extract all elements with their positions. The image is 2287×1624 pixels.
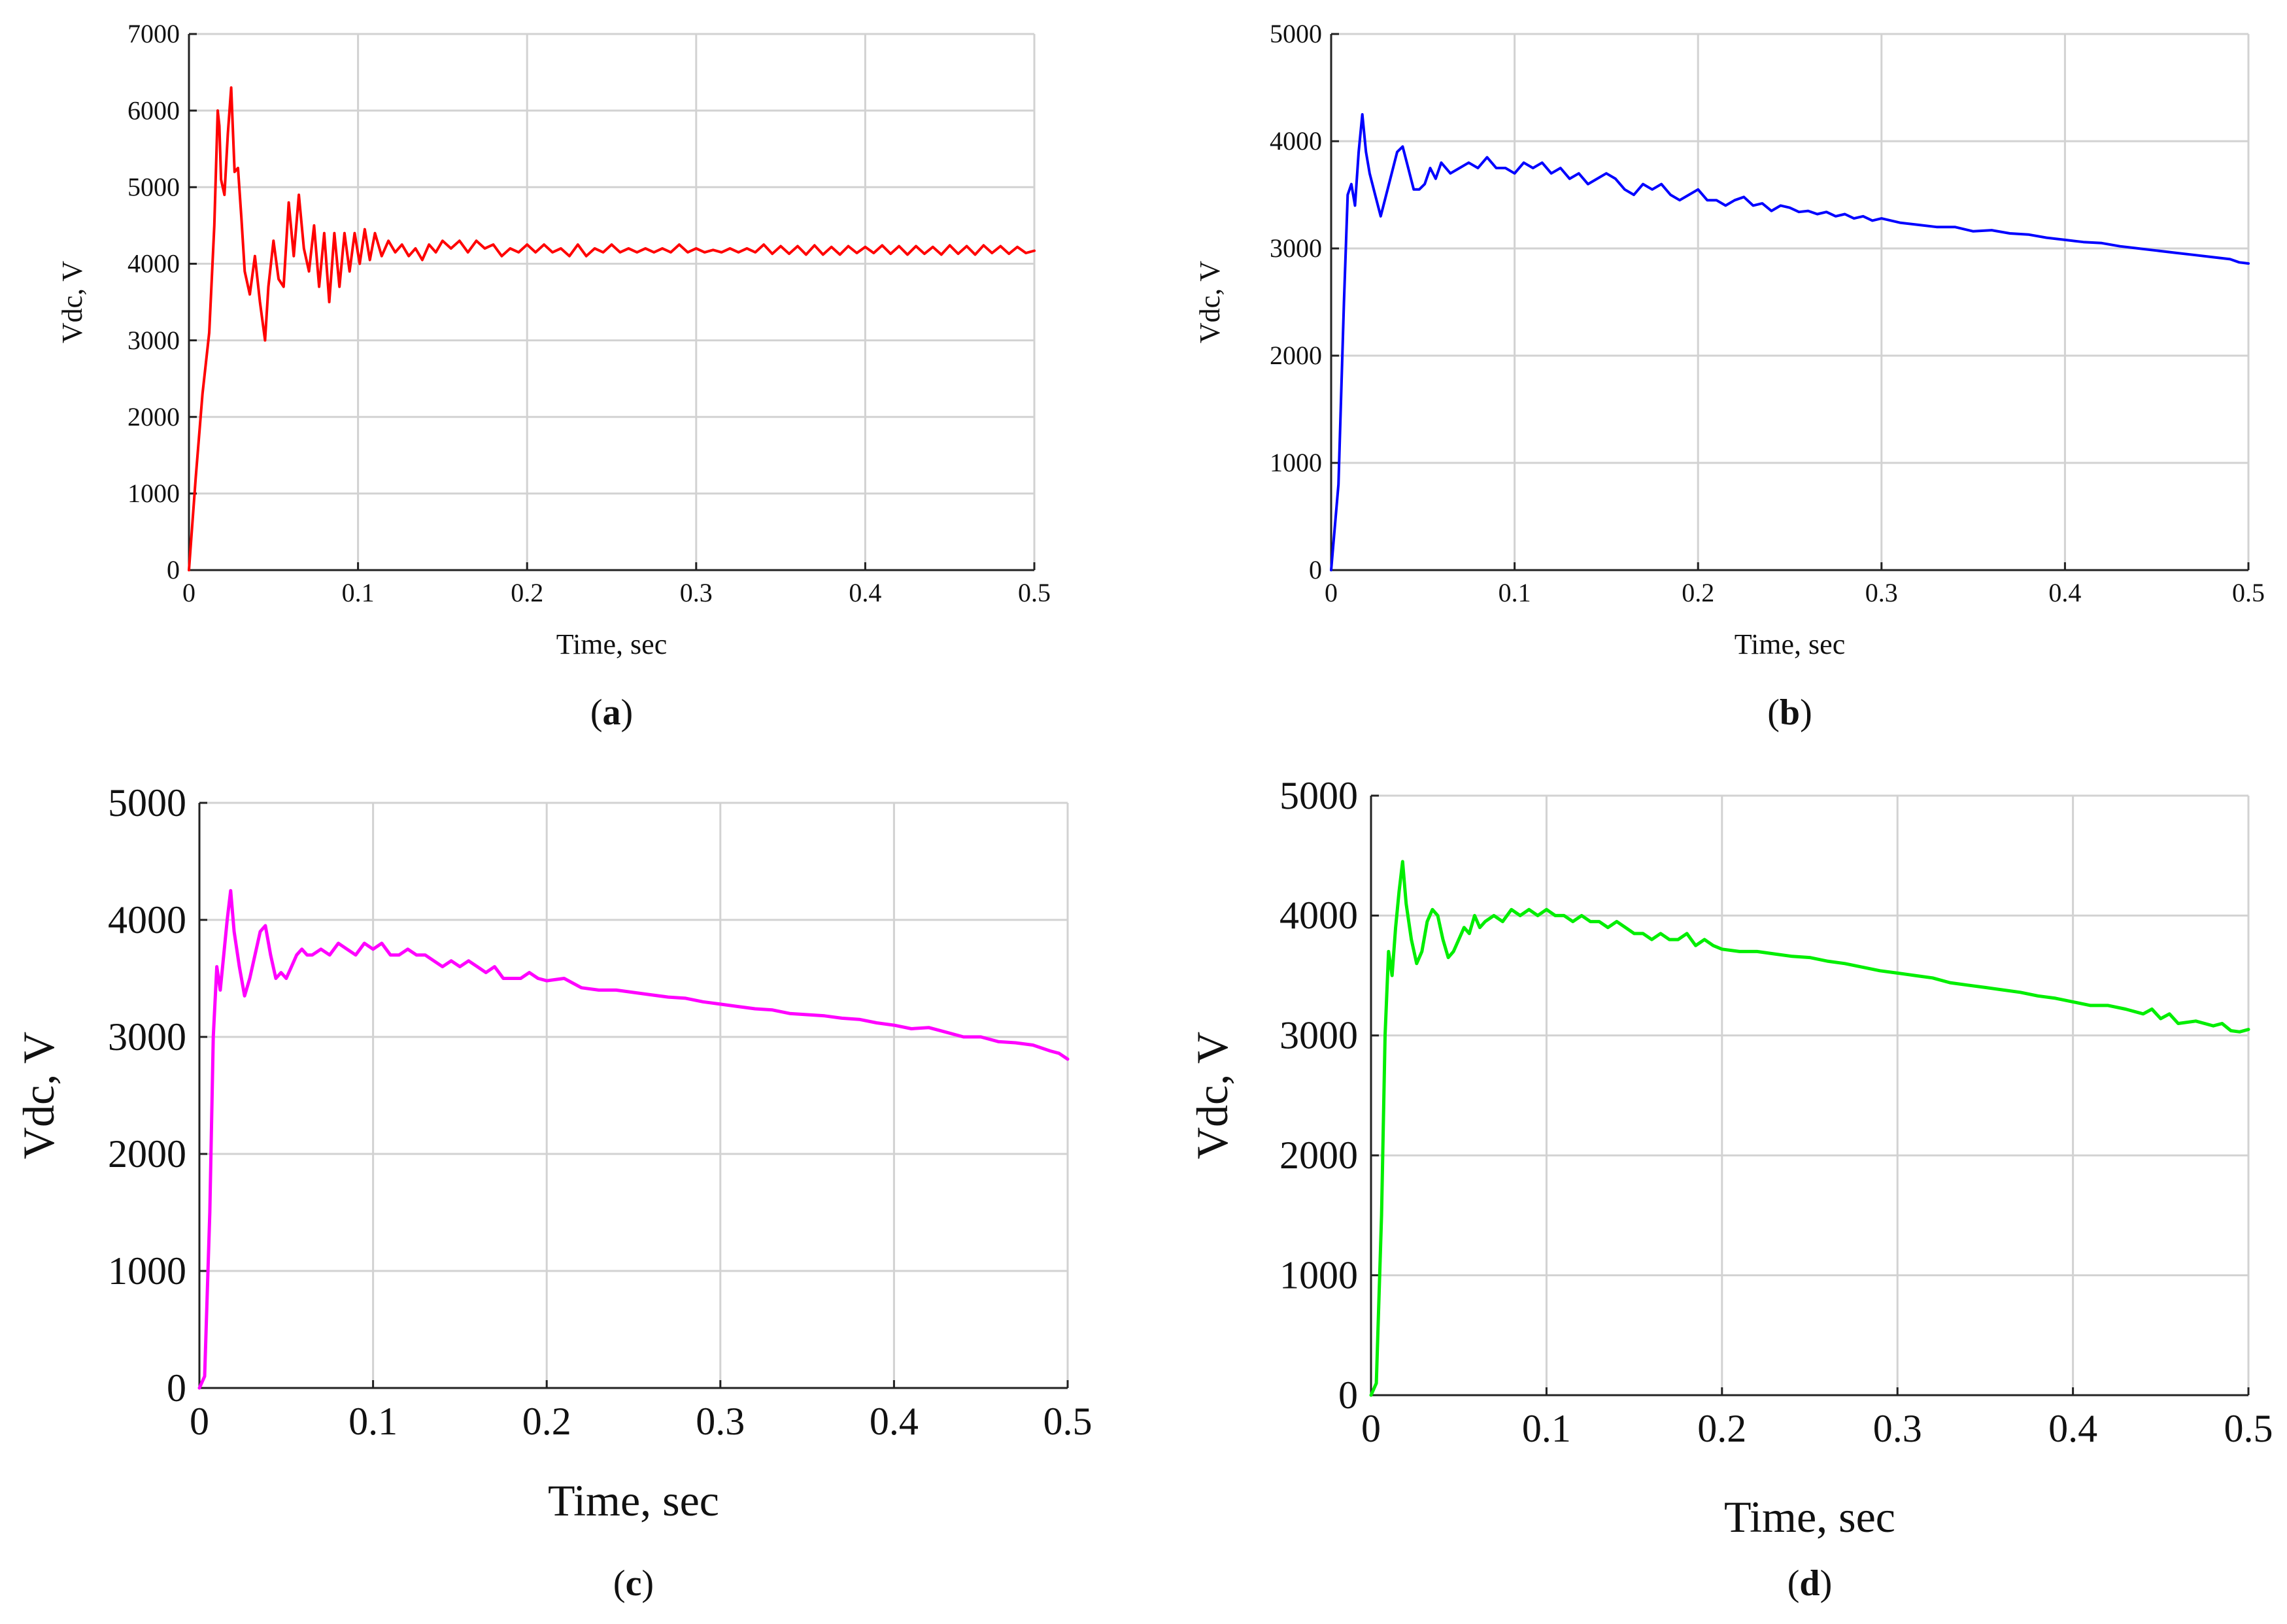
x-tick-label: 0 — [1361, 1407, 1381, 1450]
series-line-vdc — [1369, 860, 2250, 1397]
x-tick-label: 0.2 — [1682, 578, 1714, 607]
panel-label: (c) — [613, 1563, 654, 1604]
panel-label: (b) — [1767, 692, 1812, 733]
y-tick-label: 0 — [167, 555, 180, 584]
panel-label-close-paren: ) — [641, 1563, 654, 1604]
x-tick-label: 0.3 — [680, 578, 713, 607]
series-line-vdc — [197, 888, 1070, 1390]
x-tick-label: 0.3 — [1873, 1407, 1922, 1450]
y-tick-label: 1000 — [1270, 448, 1322, 477]
x-tick-label: 0.5 — [1043, 1400, 1093, 1443]
panel-label-close-paren: ) — [1820, 1563, 1833, 1604]
panel-label-open-paren: ( — [590, 692, 603, 733]
y-tick-label: 5000 — [108, 781, 186, 824]
panel-label-letter: a — [603, 692, 621, 733]
series-line-vdc — [1330, 113, 2250, 571]
panel-label-letter: b — [1780, 692, 1800, 733]
y-tick-label: 4000 — [127, 249, 180, 279]
x-tick-label: 0.3 — [1865, 578, 1898, 607]
y-tick-label: 2000 — [1270, 341, 1322, 370]
panel-label-letter: d — [1799, 1563, 1820, 1604]
y-tick-label: 4000 — [1270, 126, 1322, 156]
y-tick-label: 1000 — [127, 479, 180, 508]
y-tick-label: 3000 — [127, 326, 180, 355]
y-axis-label: Vdc, V — [1194, 261, 1226, 344]
x-axis-label: Time, sec — [556, 628, 668, 660]
y-tick-label: 6000 — [127, 95, 180, 125]
x-tick-label: 0.3 — [696, 1400, 745, 1443]
y-tick-label: 7000 — [127, 19, 180, 48]
x-tick-label: 0 — [182, 578, 195, 607]
x-tick-label: 0.2 — [1697, 1407, 1746, 1450]
y-tick-label: 0 — [1309, 555, 1322, 584]
y-tick-label: 4000 — [108, 898, 186, 941]
y-axis-label: Vdc, V — [1187, 1032, 1237, 1159]
y-tick-label: 5000 — [1279, 774, 1358, 817]
panel-label-open-paren: ( — [613, 1563, 626, 1604]
panel-label-open-paren: ( — [1787, 1563, 1800, 1604]
x-tick-label: 0 — [1325, 578, 1338, 607]
panel-label-close-paren: ) — [621, 692, 634, 733]
x-tick-label: 0.4 — [2048, 1407, 2097, 1450]
y-tick-label: 3000 — [1270, 233, 1322, 263]
panel-label-open-paren: ( — [1767, 692, 1780, 733]
y-tick-label: 2000 — [108, 1132, 186, 1176]
x-tick-label: 0.4 — [2048, 578, 2081, 607]
x-tick-label: 0.4 — [849, 578, 881, 607]
x-tick-label: 0.1 — [342, 578, 375, 607]
y-axis-label: Vdc, V — [14, 1032, 63, 1159]
y-tick-label: 1000 — [108, 1249, 186, 1293]
x-tick-label: 0.1 — [348, 1400, 398, 1443]
y-tick-label: 0 — [167, 1366, 186, 1410]
y-tick-label: 5000 — [1270, 19, 1322, 48]
y-tick-label: 0 — [1338, 1374, 1358, 1417]
x-tick-label: 0.2 — [511, 578, 543, 607]
x-tick-label: 0 — [190, 1400, 209, 1443]
y-axis-label: Vdc, V — [56, 261, 88, 344]
x-tick-label: 0.5 — [2224, 1407, 2273, 1450]
series-line-vdc — [188, 86, 1036, 571]
x-axis-label: Time, sec — [548, 1476, 719, 1525]
chart-a: 0 0.1 0.2 0.3 0.4 0.5 0 1000 2000 3000 4000 5000 600… — [56, 19, 1051, 733]
x-tick-label: 0.5 — [1018, 578, 1051, 607]
chart-c: 0 0.1 0.2 0.3 0.4 0.5 0 1000 2000 3000 4000 5000 Tim… — [14, 781, 1093, 1604]
chart-b: 0 0.1 0.2 0.3 0.4 0.5 0 1000 2000 3000 4000 5000 Tim… — [1194, 19, 2265, 733]
y-tick-label: 3000 — [108, 1015, 186, 1058]
panel-label: (d) — [1787, 1563, 1832, 1604]
y-tick-label: 2000 — [1279, 1134, 1358, 1177]
y-tick-label: 5000 — [127, 172, 180, 201]
panel-label-close-paren: ) — [1800, 692, 1812, 733]
y-tick-label: 1000 — [1279, 1253, 1358, 1296]
chart-d: 0 0.1 0.2 0.3 0.4 0.5 0 1000 2000 3000 4000 5000 Tim… — [1187, 774, 2273, 1604]
x-tick-label: 0.1 — [1522, 1407, 1571, 1450]
x-tick-label: 0.1 — [1499, 578, 1531, 607]
y-tick-label: 4000 — [1279, 894, 1358, 937]
x-axis-label: Time, sec — [1724, 1492, 1895, 1542]
panel-label-letter: c — [626, 1563, 642, 1604]
y-tick-label: 2000 — [127, 402, 180, 431]
y-tick-label: 3000 — [1279, 1014, 1358, 1057]
x-tick-label: 0.4 — [870, 1400, 919, 1443]
x-tick-label: 0.2 — [522, 1400, 571, 1443]
x-tick-label: 0.5 — [2232, 578, 2265, 607]
panel-label: (a) — [590, 692, 633, 733]
x-axis-label: Time, sec — [1735, 628, 1846, 660]
